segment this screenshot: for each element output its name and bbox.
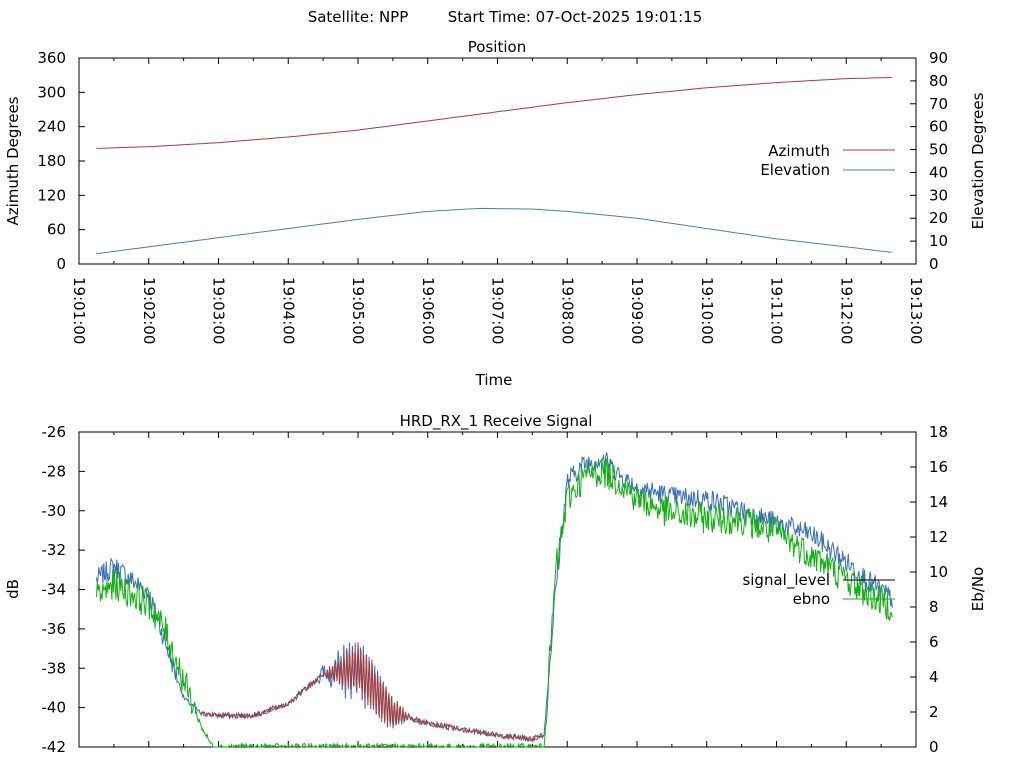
y-tick-label: -38: [42, 659, 67, 677]
y-tick-label: 180: [37, 152, 66, 170]
y2-tick-label: 14: [929, 493, 948, 511]
x-tick-label: 19:04:00: [279, 277, 297, 344]
y2-tick-label: 16: [929, 458, 948, 476]
position-chart: Position Azimuth Degrees Elevation Degre…: [4, 38, 987, 389]
y-tick-label: -28: [42, 462, 67, 480]
x-tick-label: 19:12:00: [837, 277, 855, 344]
position-x-axis-label: Time: [475, 371, 513, 389]
y-tick-label: 0: [56, 255, 66, 273]
y2-tick-label: 40: [929, 163, 948, 181]
y2-tick-label: 20: [929, 209, 948, 227]
y-tick-label: 60: [47, 221, 66, 239]
signal-y2-axis-label: Eb/No: [969, 567, 987, 611]
series-line-azimuth: [96, 77, 892, 149]
signal-chart-title: HRD_RX_1 Receive Signal: [400, 412, 593, 431]
legend-signal-level-label: signal_level: [742, 571, 830, 590]
start-time-label: Start Time: 07-Oct-2025 19:01:15: [448, 8, 703, 26]
position-legend: Azimuth Elevation: [760, 142, 895, 179]
series-line-elevation: [96, 207, 892, 255]
y-tick-label: 360: [37, 49, 66, 67]
series-line-ebno: [95, 457, 893, 749]
plot-frame: [78, 431, 917, 748]
position-y-axis-label: Azimuth Degrees: [4, 96, 22, 225]
satellite-label: Satellite: NPP: [308, 8, 409, 26]
legend-azimuth-label: Azimuth: [768, 142, 830, 160]
position-series: [96, 77, 892, 255]
y2-tick-label: 90: [929, 49, 948, 67]
y2-tick-label: 50: [929, 141, 948, 159]
y2-tick-label: 60: [929, 118, 948, 136]
y2-tick-label: 6: [929, 633, 939, 651]
y2-tick-label: 4: [929, 668, 939, 686]
signal-axes: -42 -40 -38 -36 -34 -32 -30 -28 -26 0 2 4 6 8 10 12 14 16…: [42, 423, 949, 756]
y-tick-label: -32: [42, 541, 67, 559]
signal-y-axis-label: dB: [4, 579, 22, 599]
position-chart-title: Position: [468, 38, 526, 56]
y2-tick-label: 10: [929, 232, 948, 250]
x-tick-label: 19:07:00: [489, 277, 507, 344]
x-tick-label: 19:13:00: [907, 277, 925, 344]
signal-chart: HRD_RX_1 Receive Signal dB Eb/No -42-40-…: [4, 412, 987, 756]
y-tick-label: 240: [37, 118, 66, 136]
y-tick-label: -30: [42, 502, 67, 520]
y-tick-label: 120: [37, 186, 66, 204]
x-tick-label: 19:06:00: [419, 277, 437, 344]
legend-ebno-label: ebno: [793, 590, 830, 608]
y2-tick-label: 70: [929, 95, 948, 113]
y-tick-label: 300: [37, 83, 66, 101]
signal-series: [95, 452, 893, 749]
position-axes: 0 60 120 180 240 300 360 0 10 20 30 40 50 60 70 80 90 19:…: [37, 49, 948, 344]
series-line-signal-level: [95, 452, 893, 742]
legend-elevation-label: Elevation: [760, 161, 830, 179]
y2-tick-label: 80: [929, 72, 948, 90]
y-tick-label: -34: [42, 581, 67, 599]
x-tick-label: 19:02:00: [140, 277, 158, 344]
x-tick-label: 19:08:00: [558, 277, 576, 344]
x-tick-label: 19:03:00: [210, 277, 228, 344]
x-tick-label: 19:10:00: [698, 277, 716, 344]
x-tick-label: 19:09:00: [628, 277, 646, 344]
x-tick-label: 19:05:00: [349, 277, 367, 344]
y2-tick-label: 2: [929, 703, 939, 721]
series-line-signal-level-low: [200, 642, 545, 743]
y-tick-label: -26: [42, 423, 67, 441]
y-tick-label: -40: [42, 699, 67, 717]
y-tick-label: -42: [42, 738, 67, 756]
y2-tick-label: 10: [929, 563, 948, 581]
y2-tick-label: 0: [929, 255, 939, 273]
y2-tick-label: 0: [929, 738, 939, 756]
y2-tick-label: 12: [929, 528, 948, 546]
y2-tick-label: 30: [929, 186, 948, 204]
x-tick-label: 19:11:00: [768, 277, 786, 344]
signal-legend: signal_level ebno: [742, 571, 895, 608]
y2-tick-label: 8: [929, 598, 939, 616]
y-tick-label: -36: [42, 620, 67, 638]
y2-tick-label: 18: [929, 423, 948, 441]
position-y2-axis-label: Elevation Degrees: [969, 92, 987, 229]
x-tick-label: 19:01:00: [70, 277, 88, 344]
